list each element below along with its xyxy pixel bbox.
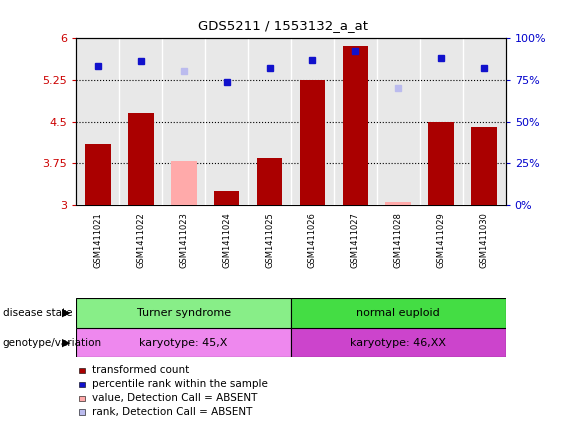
Text: GSM1411025: GSM1411025 xyxy=(265,213,274,268)
Text: karyotype: 45,X: karyotype: 45,X xyxy=(140,338,228,348)
Text: disease state: disease state xyxy=(3,308,72,318)
Text: normal euploid: normal euploid xyxy=(357,308,440,318)
Bar xyxy=(76,328,291,357)
Bar xyxy=(76,298,291,328)
Text: percentile rank within the sample: percentile rank within the sample xyxy=(92,379,267,389)
Bar xyxy=(257,158,282,205)
Text: GSM1411029: GSM1411029 xyxy=(437,213,446,268)
Bar xyxy=(471,127,497,205)
Text: Turner syndrome: Turner syndrome xyxy=(137,308,231,318)
Text: rank, Detection Call = ABSENT: rank, Detection Call = ABSENT xyxy=(92,407,252,417)
Bar xyxy=(128,113,154,205)
Text: GDS5211 / 1553132_a_at: GDS5211 / 1553132_a_at xyxy=(198,19,367,32)
Text: transformed count: transformed count xyxy=(92,365,189,375)
Bar xyxy=(171,161,197,205)
Text: GSM1411022: GSM1411022 xyxy=(136,213,145,268)
Text: ▶: ▶ xyxy=(62,338,71,348)
Text: GSM1411021: GSM1411021 xyxy=(93,213,102,268)
Text: GSM1411027: GSM1411027 xyxy=(351,213,360,269)
Bar xyxy=(299,80,325,205)
Bar xyxy=(291,298,506,328)
Text: GSM1411026: GSM1411026 xyxy=(308,213,317,269)
Text: ▶: ▶ xyxy=(62,308,71,318)
Text: GSM1411024: GSM1411024 xyxy=(222,213,231,268)
Bar xyxy=(85,144,111,205)
Text: GSM1411023: GSM1411023 xyxy=(179,213,188,269)
Bar xyxy=(385,202,411,205)
Bar xyxy=(428,122,454,205)
Text: GSM1411030: GSM1411030 xyxy=(480,213,489,269)
Bar xyxy=(291,328,506,357)
Bar xyxy=(342,47,368,205)
Bar xyxy=(214,191,240,205)
Text: value, Detection Call = ABSENT: value, Detection Call = ABSENT xyxy=(92,393,257,403)
Text: genotype/variation: genotype/variation xyxy=(3,338,102,348)
Text: GSM1411028: GSM1411028 xyxy=(394,213,403,269)
Text: karyotype: 46,XX: karyotype: 46,XX xyxy=(350,338,446,348)
